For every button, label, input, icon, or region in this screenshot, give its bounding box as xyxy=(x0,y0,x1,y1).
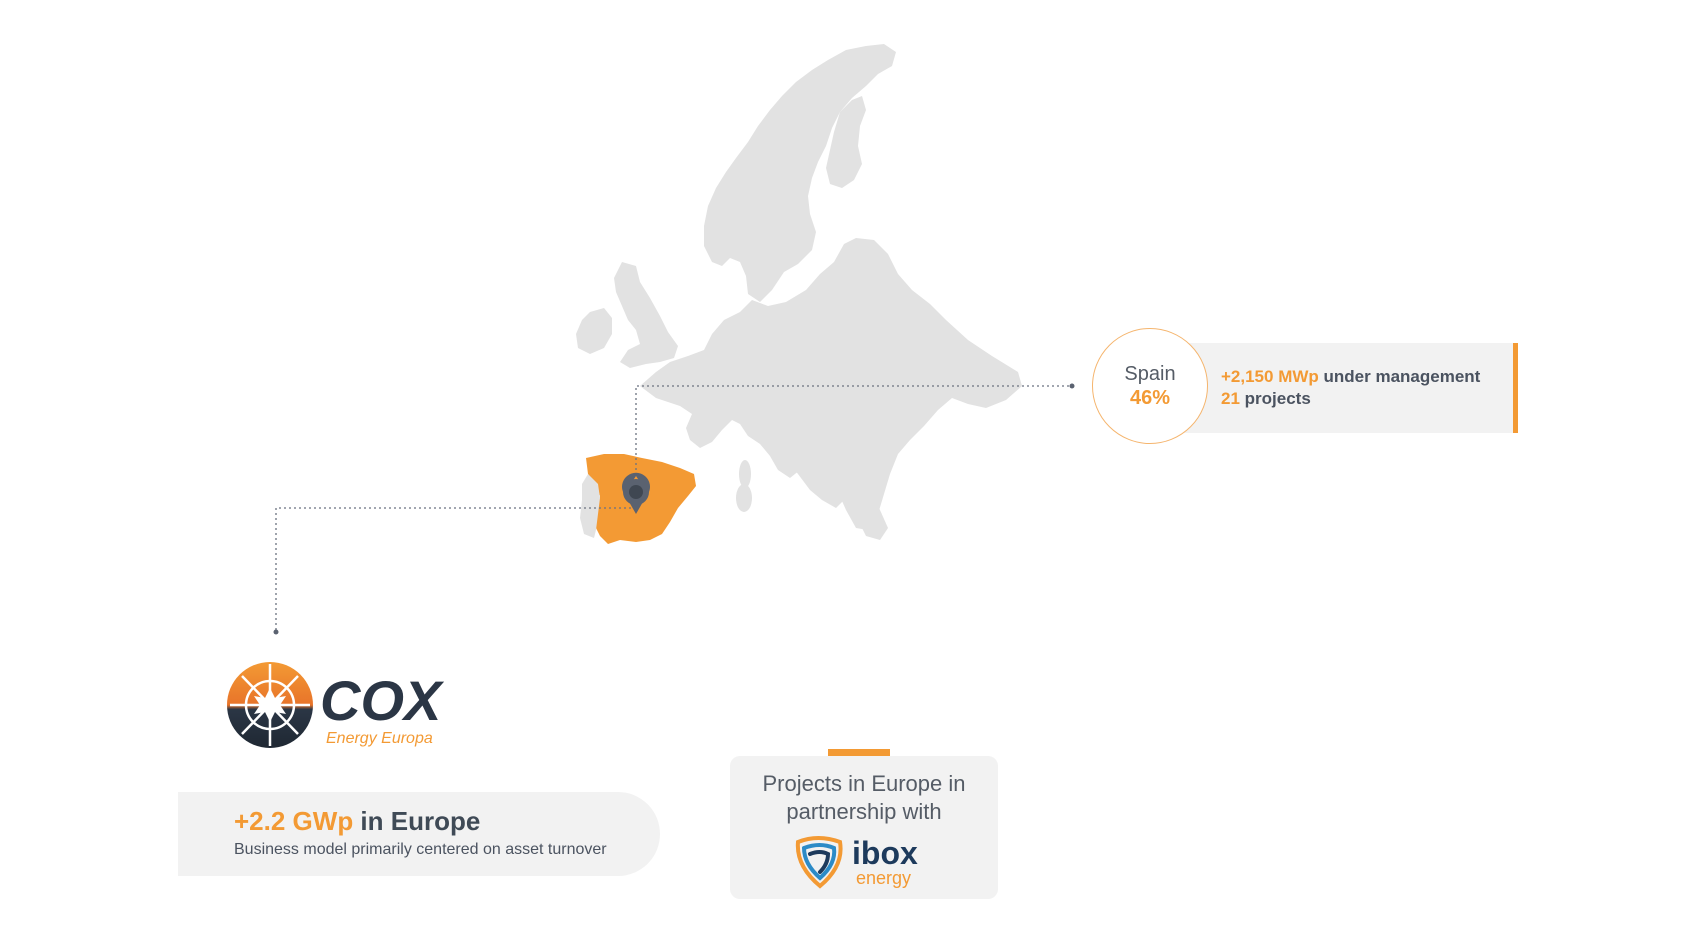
europe-capacity-value: +2.2 GWp xyxy=(234,806,354,836)
cox-sun-emblem-icon xyxy=(227,662,313,748)
europe-capacity-headline: +2.2 GWp in Europe xyxy=(234,806,480,837)
spain-share-value: 46% xyxy=(1129,387,1171,409)
partnership-line-2: partnership with xyxy=(786,799,942,824)
spain-stats-card xyxy=(1150,343,1518,433)
continental-europe-land xyxy=(640,238,1022,530)
cox-connector-line xyxy=(275,507,636,632)
scandinavia-land xyxy=(704,44,896,302)
svg-text:ibox: ibox xyxy=(852,835,918,871)
ibox-energy-logo: ibox energy xyxy=(795,835,918,889)
finland-land xyxy=(826,96,866,188)
partnership-accent-tab xyxy=(828,749,890,756)
sardinia-land xyxy=(736,484,752,512)
partnership-text: Projects in Europe in partnership with xyxy=(730,770,998,826)
cox-connector-dot xyxy=(273,629,279,635)
spain-stats-text: +2,150 MWp under management 21 projects xyxy=(1221,366,1480,410)
europe-business-model-text: Business model primarily centered on ass… xyxy=(234,841,607,858)
spain-capacity-line: +2,150 MWp under management xyxy=(1221,366,1480,388)
spain-projects-value: 21 xyxy=(1221,389,1240,408)
spain-capacity-value: +2,150 MWp xyxy=(1221,367,1319,386)
spain-connector-dot xyxy=(1069,383,1075,389)
svg-text:Energy Europa: Energy Europa xyxy=(326,730,433,747)
spain-capacity-suffix: under management xyxy=(1318,367,1481,386)
map-pin-icon xyxy=(622,472,651,514)
spain-projects-suffix: projects xyxy=(1239,389,1311,408)
portugal-land xyxy=(580,474,600,538)
great-britain-land xyxy=(614,262,678,368)
greece-land xyxy=(852,488,888,540)
svg-text:energy: energy xyxy=(856,868,911,888)
ibox-shield-icon xyxy=(795,836,843,889)
partnership-card: Projects in Europe in partnership with i… xyxy=(730,756,998,899)
europe-summary-card: +2.2 GWp in Europe Business model primar… xyxy=(178,792,660,876)
ireland-land xyxy=(576,308,612,354)
italy-land xyxy=(778,432,844,508)
europe-capacity-suffix: in Europe xyxy=(353,806,481,836)
svg-text:COX: COX xyxy=(320,669,445,732)
spain-country-label: Spain xyxy=(1124,363,1176,385)
corsica-land xyxy=(739,460,751,488)
spain-share-circle: Spain 46% xyxy=(1092,328,1208,444)
cox-energy-logo: COX Energy Europa xyxy=(227,662,445,748)
partnership-line-1: Projects in Europe in xyxy=(762,771,966,796)
spain-projects-line: 21 projects xyxy=(1221,388,1480,410)
